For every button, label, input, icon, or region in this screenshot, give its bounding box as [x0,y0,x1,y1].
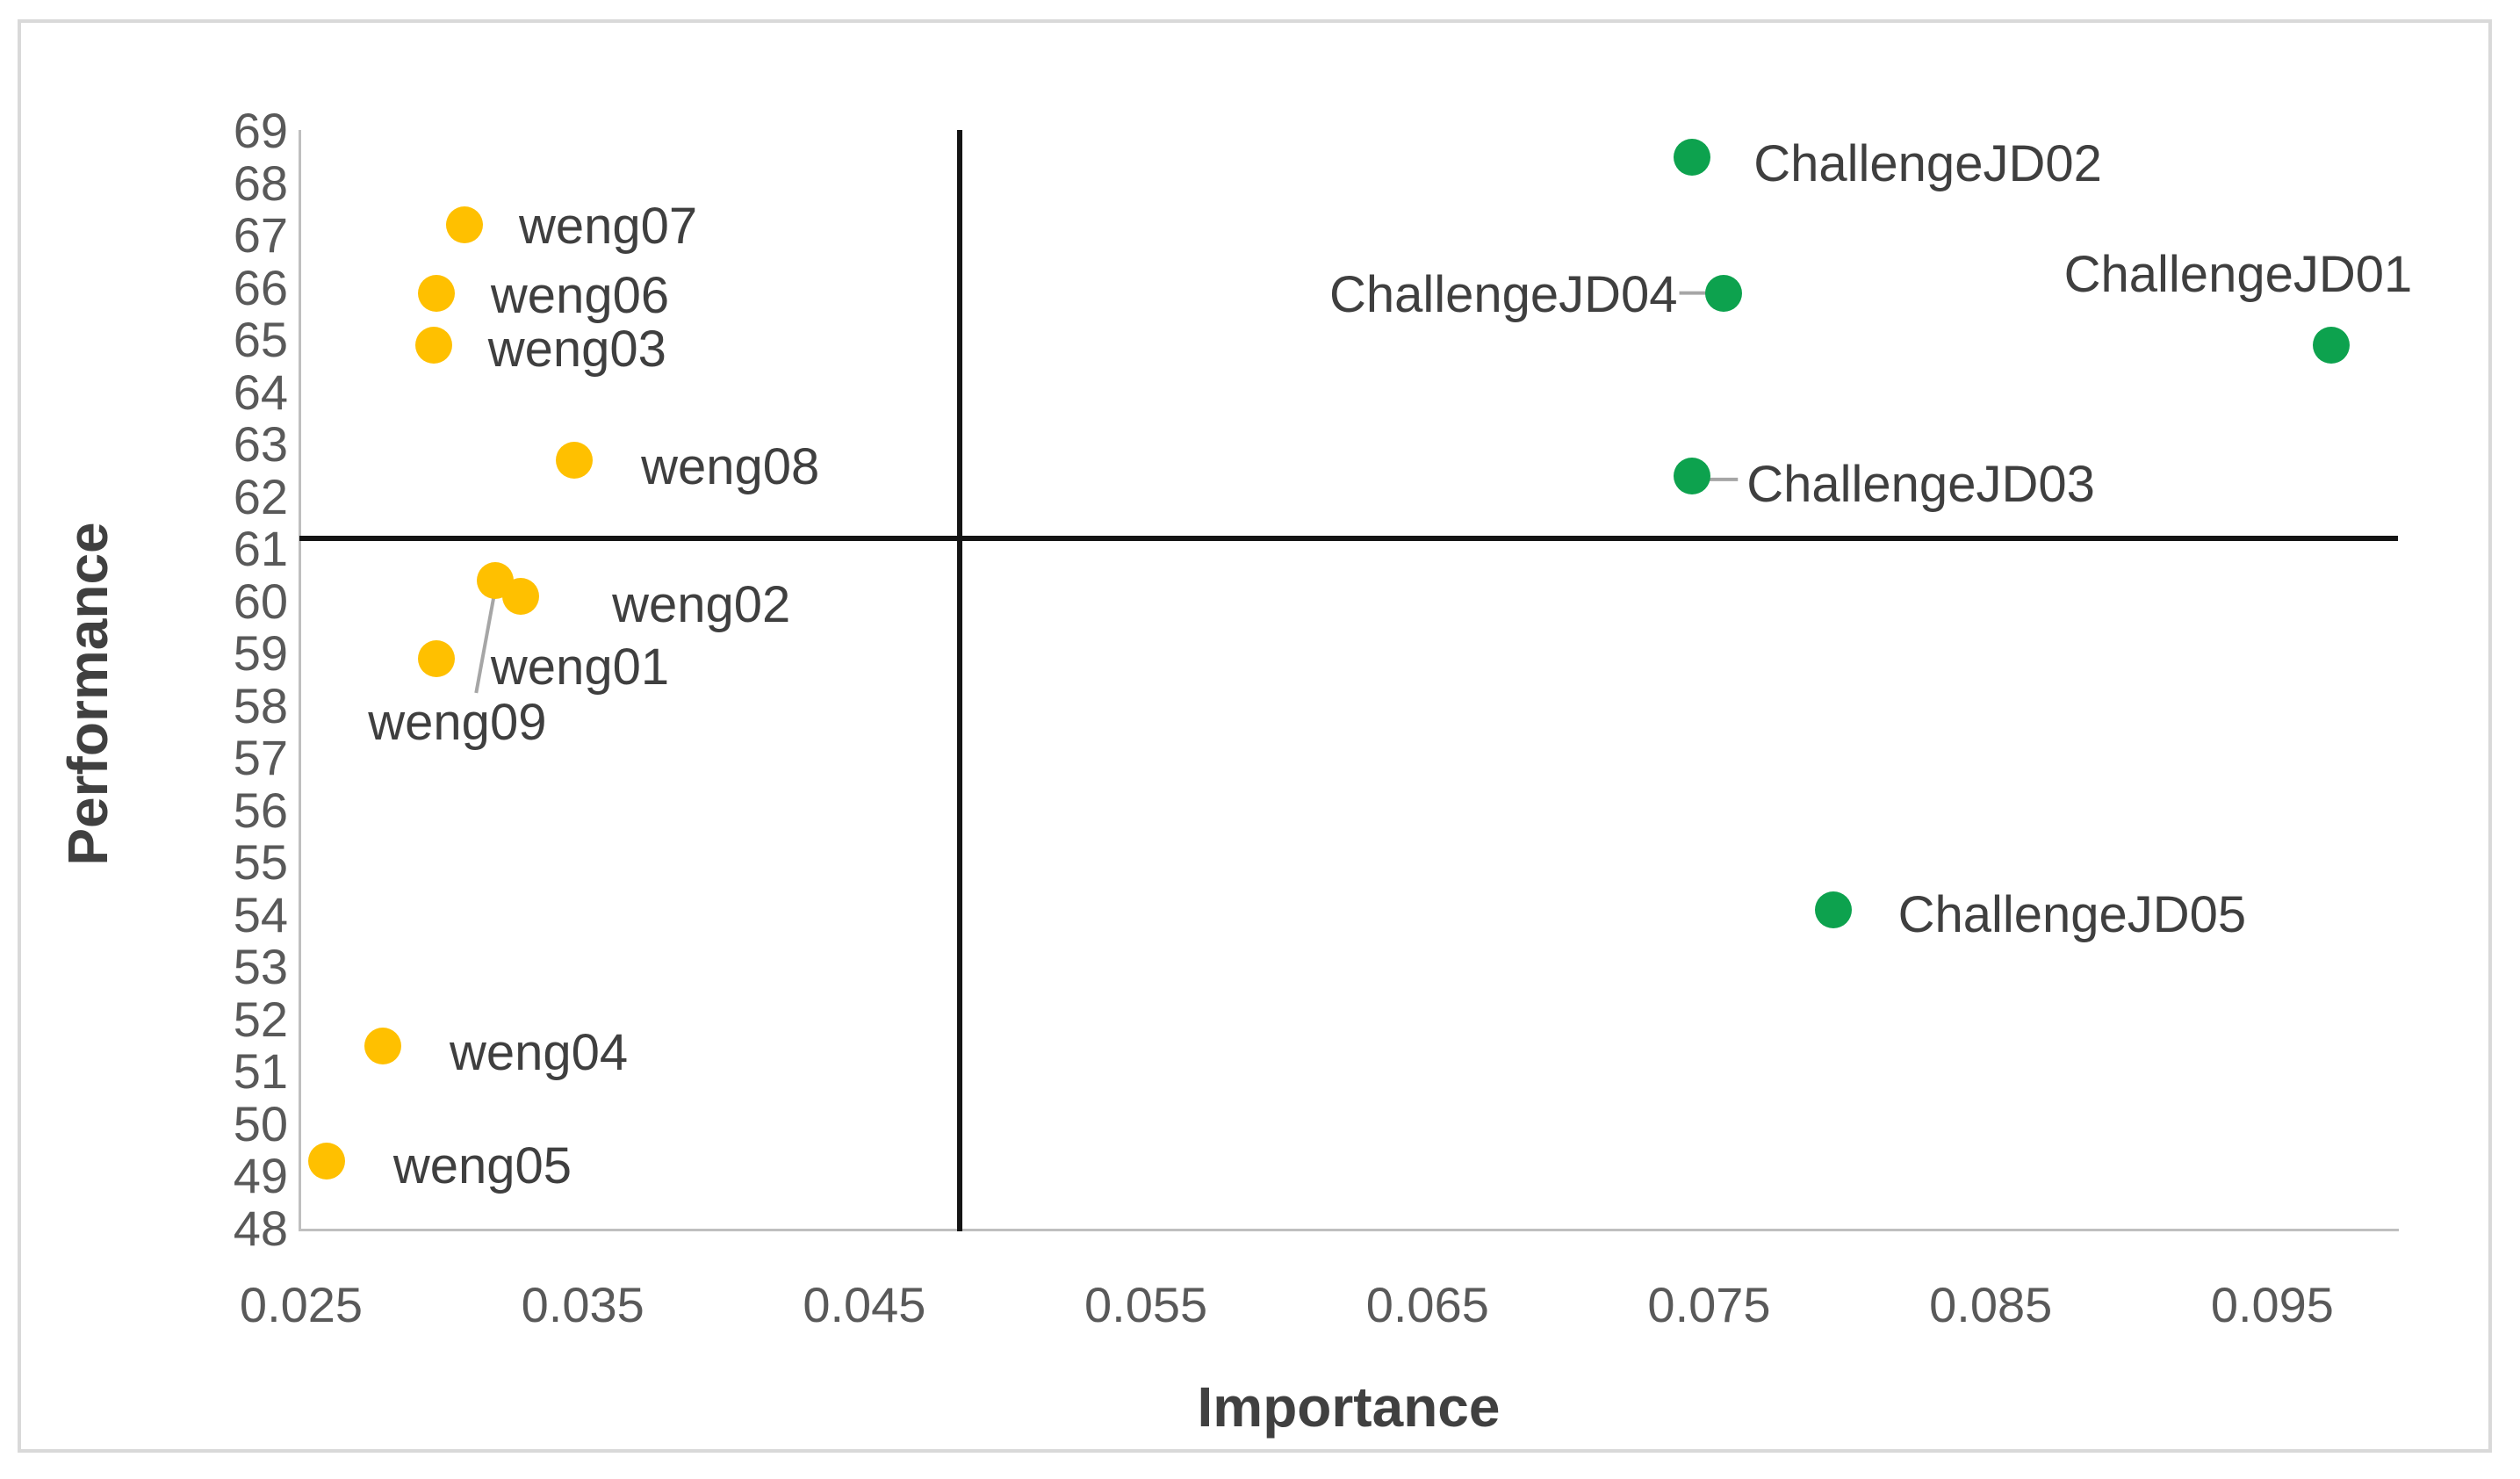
y-tick-label-67: 67 [233,207,288,263]
x-tick-label-0.045: 0.045 [803,1277,926,1332]
y-tick-label-57: 57 [233,730,288,786]
y-tick-label-58: 58 [233,677,288,733]
data-point-weng07[interactable] [446,206,483,244]
data-label-weng03: weng03 [487,321,666,379]
x-tick-label-0.095: 0.095 [2210,1277,2334,1332]
data-label-weng05: weng05 [392,1136,572,1194]
data-point-weng08[interactable] [556,442,594,480]
y-tick-label-59: 59 [233,625,288,682]
data-point-weng04[interactable] [364,1027,401,1064]
y-tick-label-51: 51 [233,1043,288,1100]
y-tick-label-56: 56 [233,782,288,838]
x-tick-label-0.085: 0.085 [1929,1277,2053,1332]
y-tick-label-49: 49 [233,1148,288,1204]
data-label-weng09: weng09 [368,693,547,751]
data-point-weng06[interactable] [417,274,455,312]
y-tick-label-55: 55 [233,834,288,891]
data-label-weng04: weng04 [450,1023,629,1081]
data-point-challengejd03[interactable] [1674,457,1711,494]
data-label-weng07: weng07 [519,198,698,256]
figure-border [18,19,2492,1453]
x-tick-label-0.035: 0.035 [521,1277,644,1332]
data-label-challengejd03: ChallengeJD03 [1746,455,2095,513]
x-tick-label-0.055: 0.055 [1084,1277,1208,1332]
y-axis-line [299,130,301,1231]
y-tick-label-66: 66 [233,259,288,315]
y-tick-label-62: 62 [233,468,288,524]
y-tick-label-63: 63 [233,416,288,473]
quadrant-divider-horizontal [299,536,2398,542]
y-tick-label-68: 68 [233,155,288,211]
data-label-challengejd02: ChallengeJD02 [1753,134,2102,192]
x-tick-label-0.075: 0.075 [1647,1277,1771,1332]
y-tick-label-54: 54 [233,886,288,942]
y-axis-title: Performance [56,522,119,866]
y-tick-label-61: 61 [233,521,288,577]
x-tick-label-0.065: 0.065 [1365,1277,1489,1332]
y-tick-label-50: 50 [233,1095,288,1151]
data-label-challengejd04: ChallengeJD04 [1328,265,1678,323]
data-point-challengejd02[interactable] [1674,138,1711,176]
y-tick-label-52: 52 [233,991,288,1047]
y-tick-label-65: 65 [233,312,288,368]
y-tick-label-48: 48 [233,1201,288,1256]
data-label-weng06: weng06 [490,266,670,324]
data-label-challengejd01: ChallengeJD01 [2063,246,2413,304]
data-label-challengejd05: ChallengeJD05 [1897,885,2247,943]
data-point-weng03[interactable] [414,327,452,364]
quadrant-divider-vertical [957,130,963,1231]
x-tick-label-0.025: 0.025 [239,1277,364,1332]
data-label-weng08: weng08 [641,438,820,496]
data-label-weng02: weng02 [612,575,791,633]
data-point-weng05[interactable] [307,1142,345,1180]
x-axis-line [299,1229,2399,1231]
data-point-challengejd05[interactable] [1814,891,1852,928]
data-point-weng02[interactable] [502,577,540,615]
data-point-challengejd04[interactable] [1704,274,1742,312]
y-tick-label-64: 64 [233,364,288,420]
data-point-weng01[interactable] [417,640,455,678]
y-tick-label-60: 60 [233,573,288,629]
x-axis-title: Importance [1197,1375,1501,1439]
data-point-challengejd01[interactable] [2313,327,2351,364]
y-tick-label-53: 53 [233,939,288,995]
data-label-weng01: weng01 [490,638,670,696]
y-tick-label-69: 69 [233,103,288,159]
